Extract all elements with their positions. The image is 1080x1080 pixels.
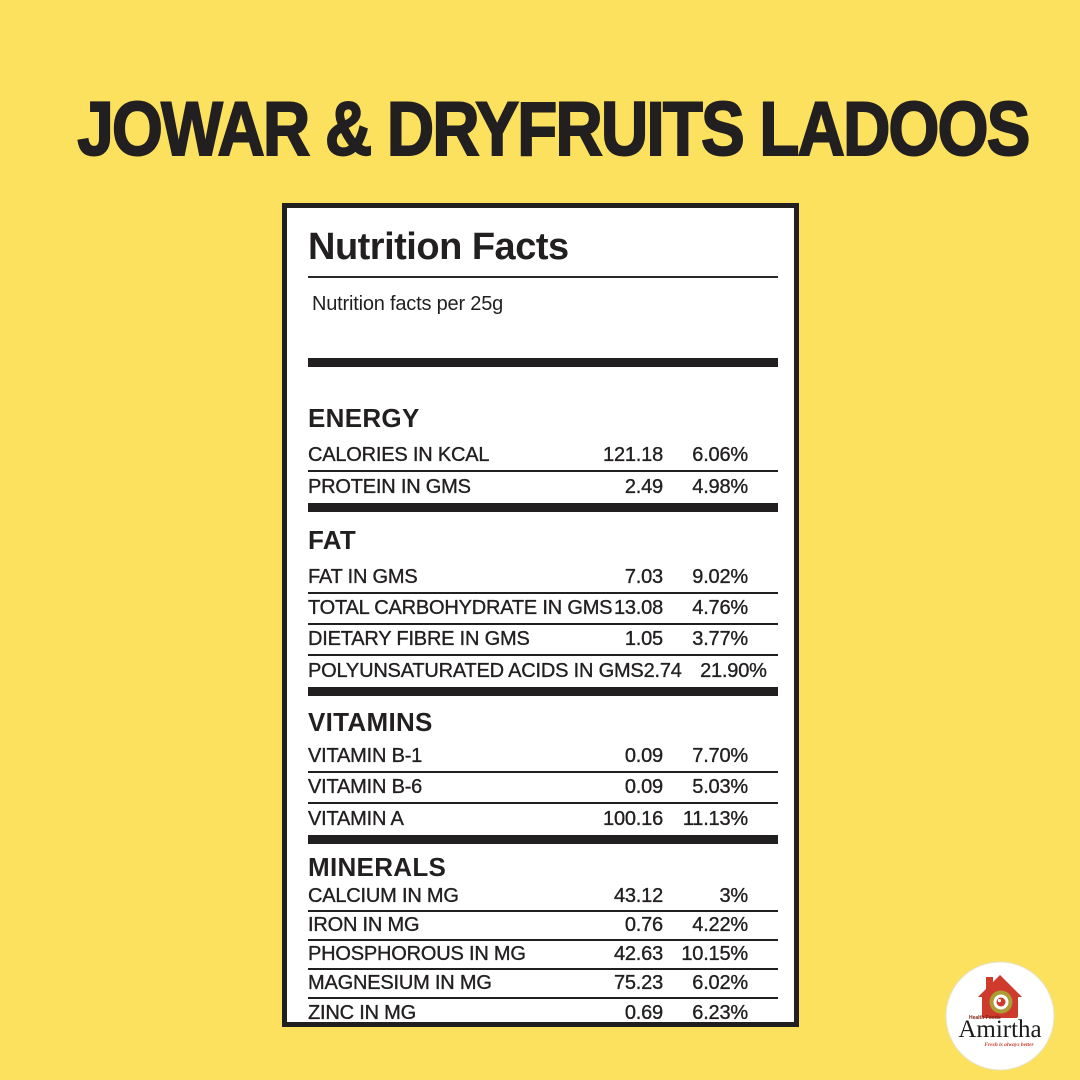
row-label: POLYUNSATURATED ACIDS IN GMS (308, 660, 644, 682)
section-minerals: MINERALS CALCIUM IN MG 43.12 3% IRON IN … (308, 852, 778, 1028)
table-row: PHOSPHOROUS IN MG 42.63 10.15% (308, 941, 778, 970)
amirtha-logo-icon: Health Foods Amirtha Fresh is always bet… (945, 961, 1055, 1071)
logo-bottom-tagline: Fresh is always better (984, 1042, 1034, 1048)
row-value: 0.09 (624, 745, 664, 767)
section-title: VITAMINS (308, 707, 433, 737)
page-title: JOWAR & DRYFRUITS LADOOS (0, 87, 1080, 172)
row-percent: 21.90% (700, 660, 767, 682)
table-row: IRON IN MG 0.76 4.22% (308, 912, 778, 941)
row-percent: 9.02% (692, 566, 748, 588)
row-percent: 7.70% (692, 745, 748, 767)
row-percent: 4.22% (692, 914, 748, 936)
row-label: VITAMIN B-1 (308, 745, 423, 767)
row-percent: 11.13% (682, 808, 749, 830)
card-header: Nutrition Facts (308, 228, 778, 278)
section-title: MINERALS (308, 852, 447, 882)
table-row: CALORIES IN KCAL 121.18 6.06% (308, 441, 778, 472)
row-label: IRON IN MG (308, 914, 420, 936)
house-icon (978, 975, 1022, 1018)
row-percent: 4.76% (692, 597, 748, 619)
section-title: ENERGY (308, 403, 420, 433)
row-percent: 6.23% (692, 1002, 748, 1024)
table-row: FAT IN GMS 7.03 9.02% (308, 563, 778, 594)
row-value: 121.18 (603, 444, 664, 466)
nutrition-facts-card: Nutrition Facts Nutrition facts per 25g … (282, 203, 799, 1027)
brand-logo: Health Foods Amirtha Fresh is always bet… (945, 961, 1055, 1071)
table-row: ZINC IN MG 0.69 6.23% (308, 999, 778, 1028)
section-fat: FAT FAT IN GMS 7.03 9.02% TOTAL CARBOHYD… (308, 525, 778, 687)
row-label: FAT IN GMS (308, 566, 418, 588)
row-label: VITAMIN A (308, 808, 404, 830)
row-label: MAGNESIUM IN MG (308, 972, 492, 994)
row-percent: 3.77% (692, 628, 748, 650)
row-value: 2.49 (624, 476, 664, 498)
table-row: VITAMIN A 100.16 11.13% (308, 804, 778, 835)
table-row: VITAMIN B-6 0.09 5.03% (308, 773, 778, 804)
table-row: POLYUNSATURATED ACIDS IN GMS 2.74 21.90% (308, 656, 778, 687)
row-percent: 5.03% (692, 776, 748, 798)
row-percent: 4.98% (692, 476, 748, 498)
serving-note: Nutrition facts per 25g (312, 293, 504, 315)
table-row: TOTAL CARBOHYDRATE IN GMS 13.08 4.76% (308, 594, 778, 625)
row-label: PHOSPHOROUS IN MG (308, 943, 526, 965)
section-energy: ENERGY CALORIES IN KCAL 121.18 6.06% PRO… (308, 403, 778, 503)
row-value: 13.08 (613, 597, 664, 619)
row-label: ZINC IN MG (308, 1002, 417, 1024)
row-value: 75.23 (613, 972, 664, 994)
page-title-text: JOWAR & DRYFRUITS LADOOS (77, 87, 1032, 172)
row-percent: 6.06% (692, 444, 748, 466)
section-divider (308, 687, 778, 696)
logo-brand-text: Amirtha (958, 1016, 1041, 1043)
row-value: 0.69 (624, 1002, 664, 1024)
row-percent: 3% (719, 885, 748, 907)
row-value: 1.05 (624, 628, 664, 650)
row-percent: 6.02% (692, 972, 748, 994)
row-label: CALCIUM IN MG (308, 885, 459, 907)
table-row: DIETARY FIBRE IN GMS 1.05 3.77% (308, 625, 778, 656)
table-row: MAGNESIUM IN MG 75.23 6.02% (308, 970, 778, 999)
row-label: TOTAL CARBOHYDRATE IN GMS (308, 597, 613, 619)
table-row: PROTEIN IN GMS 2.49 4.98% (308, 472, 778, 503)
row-percent: 10.15% (681, 943, 748, 965)
table-row: VITAMIN B-1 0.09 7.70% (308, 742, 778, 773)
row-value: 7.03 (624, 566, 664, 588)
section-vitamins: VITAMINS VITAMIN B-1 0.09 7.70% VITAMIN … (308, 707, 778, 835)
row-value: 2.74 (643, 660, 682, 682)
row-value: 0.76 (624, 914, 664, 936)
row-label: VITAMIN B-6 (308, 776, 423, 798)
section-divider (308, 358, 778, 367)
row-value: 0.09 (624, 776, 664, 798)
logo-top-tagline: Health Foods (969, 1015, 1001, 1021)
row-value: 43.12 (613, 885, 664, 907)
section-divider (308, 503, 778, 512)
section-divider (308, 835, 778, 844)
row-label: CALORIES IN KCAL (308, 444, 490, 466)
row-value: 100.16 (603, 808, 664, 830)
table-row: CALCIUM IN MG 43.12 3% (308, 883, 778, 912)
row-value: 42.63 (613, 943, 664, 965)
row-label: DIETARY FIBRE IN GMS (308, 628, 530, 650)
section-title: FAT (308, 525, 357, 555)
row-label: PROTEIN IN GMS (308, 476, 471, 498)
